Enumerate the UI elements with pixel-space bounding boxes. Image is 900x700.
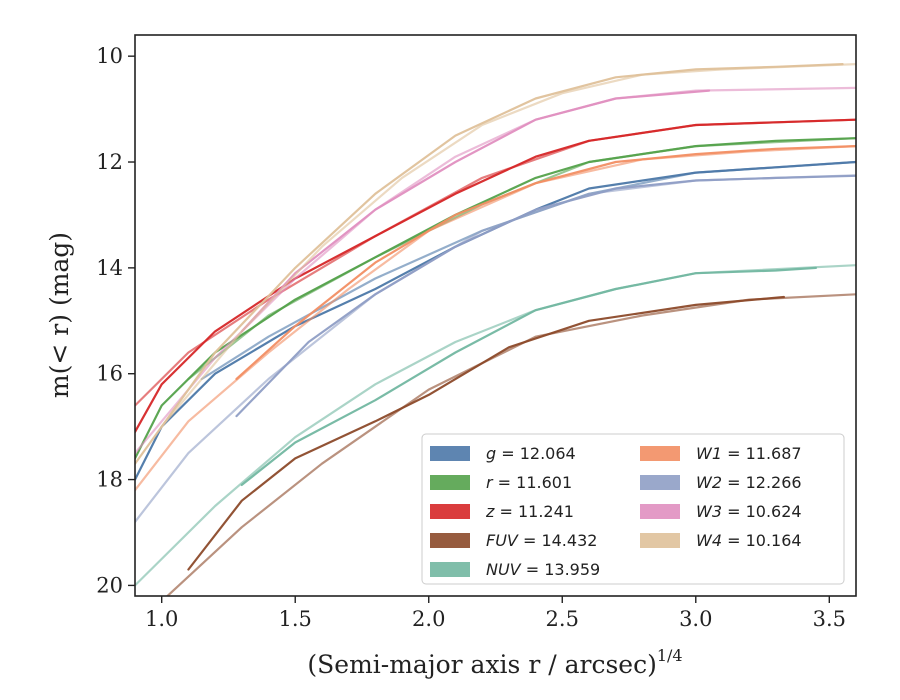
x-tick-label: 1.0 <box>145 607 178 631</box>
y-axis-label: m(< r) (mag) <box>45 232 74 398</box>
legend-swatch-z <box>430 504 470 519</box>
series-fuv-line <box>187 295 785 571</box>
series-nuv-line <box>240 266 817 486</box>
y-tick-label: 14 <box>96 256 123 280</box>
x-tick-label: 3.5 <box>813 607 846 631</box>
legend: g = 12.064 r = 11.601 z = 11.241 FUV = 14.4… <box>421 433 845 585</box>
legend-swatch-fuv <box>430 533 470 548</box>
legend-label-z: z = 11.241 <box>485 502 574 521</box>
plot-frame <box>134 34 857 597</box>
legend-box <box>421 433 845 585</box>
series-w3-line <box>240 89 711 333</box>
legend-label-w1: W1 = 11.687 <box>696 444 802 463</box>
legend-swatch-w3 <box>640 504 680 519</box>
legend-label-w3: W3 = 10.624 <box>696 502 802 521</box>
legend-label-w4: W4 = 10.164 <box>696 531 802 550</box>
y-tick-label: 16 <box>96 362 123 386</box>
legend-swatch-w4 <box>640 533 680 548</box>
series-w4-model-line <box>160 62 856 428</box>
x-tick-label: 3.0 <box>679 607 712 631</box>
legend-swatch-g <box>430 446 470 461</box>
series-w4-line <box>135 62 844 465</box>
legend-label-w2: W2 = 12.266 <box>696 473 802 492</box>
series-z-model-line <box>135 118 856 407</box>
ticks-layer: 1.0 1.5 2.0 2.5 3.0 3.5 10 12 14 16 18 20 <box>96 44 846 631</box>
y-tick-label: 10 <box>96 44 123 68</box>
x-tick-label: 2.0 <box>412 607 445 631</box>
x-axis-label: (Semi-major axis r / arcsec)1/4 <box>307 646 682 679</box>
legend-swatch-nuv <box>430 562 470 577</box>
x-tick-label: 1.5 <box>279 607 312 631</box>
legend-label-g: g = 12.064 <box>486 444 576 463</box>
y-tick-label: 18 <box>96 468 123 492</box>
y-tick-label: 12 <box>96 150 123 174</box>
x-axis-label-text: (Semi-major axis r / arcsec) <box>307 650 656 679</box>
legend-swatch-w2 <box>640 475 680 490</box>
y-tick-label: 20 <box>96 573 123 597</box>
series-w2-line <box>235 174 856 418</box>
x-axis-label-exponent: 1/4 <box>657 646 683 665</box>
legend-swatch-w1 <box>640 446 680 461</box>
series-w1-line <box>235 145 856 381</box>
legend-label-fuv: FUV = 14.432 <box>486 531 597 550</box>
legend-label-nuv: NUV = 13.959 <box>486 560 600 579</box>
legend-swatch-r <box>430 475 470 490</box>
x-tick-label: 2.5 <box>546 607 579 631</box>
series-z-line <box>135 118 856 433</box>
series-layer <box>135 62 856 596</box>
legend-label-r: r = 11.601 <box>486 473 572 492</box>
series-g-line <box>135 160 856 481</box>
